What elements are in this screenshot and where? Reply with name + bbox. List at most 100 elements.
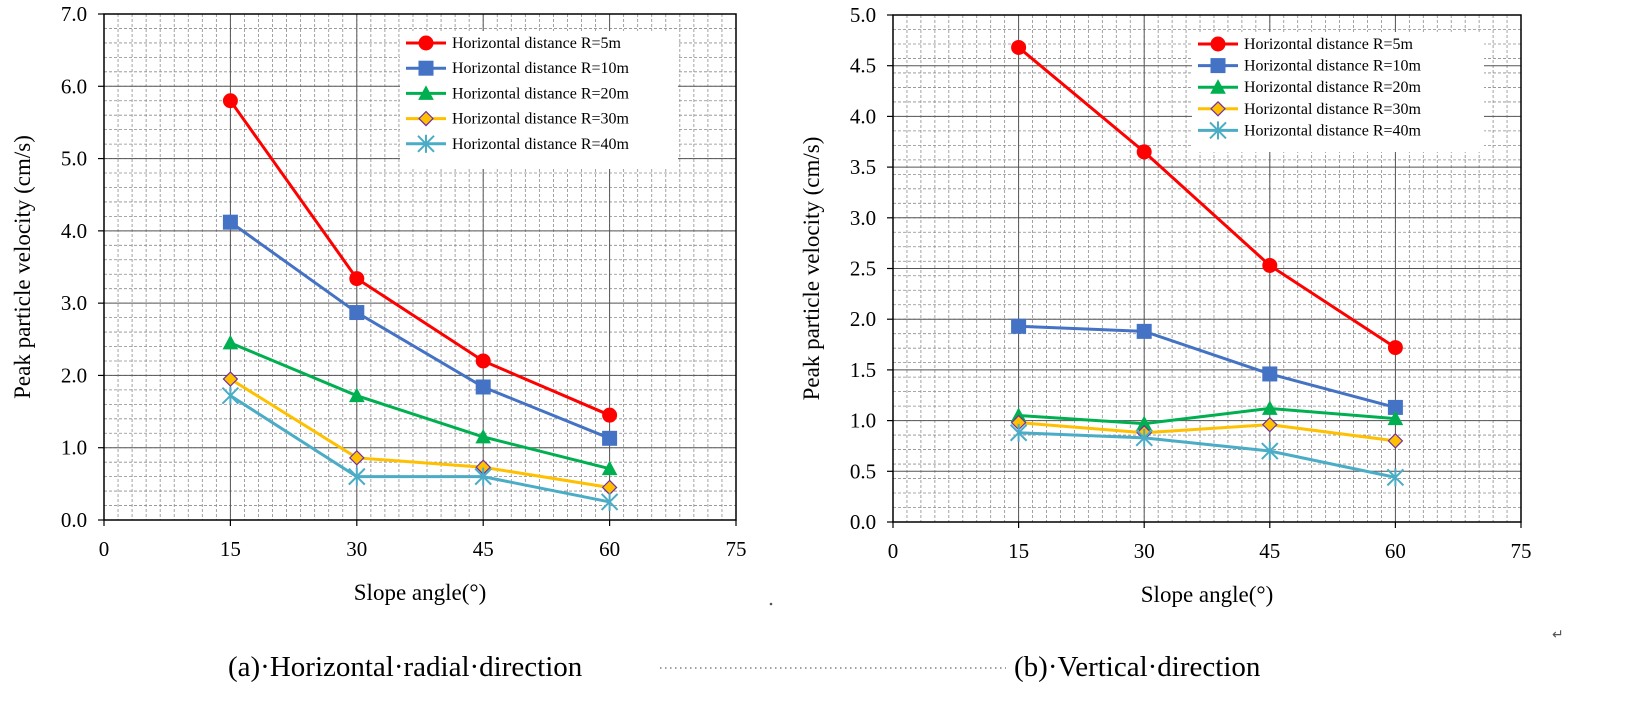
chart-a-legend-label: Horizontal distance R=5m xyxy=(452,35,622,52)
chart-a-series-5-point xyxy=(474,467,492,486)
chart-a-series-3-point xyxy=(222,334,239,350)
chart-a-series-1-point xyxy=(602,407,618,423)
chart-a-y-axis-label: Peak particle velocity (cm/s) xyxy=(10,135,35,399)
chart-a-x-axis-label: Slope angle(°) xyxy=(354,580,486,605)
chart-b-legend-label: Horizontal distance R=5m xyxy=(1244,36,1414,53)
chart-a-x-tick-label: 60 xyxy=(599,537,620,561)
chart-b-series-2-point xyxy=(1011,318,1027,334)
chart-a-series-5-point xyxy=(348,467,366,486)
chart-a-legend-marker xyxy=(418,35,434,51)
chart-b-series-3-point xyxy=(1261,400,1278,415)
chart-b-series-5-line xyxy=(1018,431,1396,479)
chart-a-x-tick-label: 15 xyxy=(220,537,241,561)
chart-b-series-1-point xyxy=(1136,144,1152,160)
chart-a-series-2-point xyxy=(349,305,365,321)
chart-b-y-tick-label: 0.5 xyxy=(850,459,876,483)
chart-b-series-3-line xyxy=(1018,406,1396,426)
chart-a-legend-label: Horizontal distance R=20m xyxy=(452,85,630,102)
chart-b-y-axis-label: Peak particle velocity (cm/s) xyxy=(799,137,824,401)
chart-b-series-1-line xyxy=(1017,46,1397,349)
chart-b-series-1 xyxy=(1011,39,1403,356)
chart-b-y-tick-label: 3.5 xyxy=(850,155,876,179)
chart-a-series-3-point xyxy=(601,460,618,476)
paragraph-mark: ↵ xyxy=(1552,626,1564,642)
chart-b-legend-label: Horizontal distance R=10m xyxy=(1244,58,1422,75)
chart-b-series-1-point xyxy=(1011,39,1027,55)
chart-a-y-tick-label: 2.0 xyxy=(61,363,87,387)
chart-b-series-4-line xyxy=(1018,421,1396,443)
caption-b: (b)·Vertical·direction xyxy=(1014,651,1261,683)
chart-a-series-4-line xyxy=(229,377,610,489)
chart-a-legend-label: Horizontal distance R=30m xyxy=(452,111,630,128)
chart-a-legend-box xyxy=(400,31,678,169)
chart-b-x-tick-label: 15 xyxy=(1008,539,1029,563)
chart-b-y-tick-label: 2.0 xyxy=(850,307,876,331)
chart-b-legend-marker xyxy=(1210,58,1226,74)
chart-b-series-4-point xyxy=(1387,433,1404,449)
chart-a-series-5-line xyxy=(229,394,610,504)
chart-a-legend-marker xyxy=(418,85,434,100)
chart-a-series-3-point xyxy=(348,387,365,403)
chart-b-legend: Horizontal distance R=5m Horizontal dista… xyxy=(1192,32,1484,152)
chart-a-series-2-line xyxy=(229,220,611,440)
chart-a-y-tick-label: 3.0 xyxy=(61,291,87,315)
chart-a-series-1-point xyxy=(222,93,238,109)
chart-a-y-tick-label: 1.0 xyxy=(61,436,87,460)
chart-a-series-2 xyxy=(222,214,618,446)
chart-a-legend-label: Horizontal distance R=40m xyxy=(452,136,630,153)
chart-b-series-5-point xyxy=(1009,423,1028,442)
chart-a-x-tick-label: 75 xyxy=(726,537,747,561)
chart-b-x-tick-label: 45 xyxy=(1259,539,1280,563)
chart-b-legend-label: Horizontal distance R=30m xyxy=(1244,101,1422,118)
chart-b-series-1-point xyxy=(1262,257,1278,273)
chart-a-series-5 xyxy=(221,386,619,511)
chart-a: 0 15 30 45 60 75 0.0 1.0 2.0 3.0 4.0 5.0 6.0 7.0 Slope… xyxy=(10,2,747,605)
chart-a-series-1-line xyxy=(229,99,611,417)
chart-b-series-5-point xyxy=(1261,442,1279,461)
chart-a-y-tick-label: 6.0 xyxy=(61,74,87,98)
chart-b-series-5-point xyxy=(1135,428,1153,447)
chart-a-series-1 xyxy=(222,93,618,423)
chart-b-series-4-point xyxy=(1261,416,1278,433)
chart-a-legend-marker xyxy=(418,110,434,127)
chart-a-legend-label: Horizontal distance R=10m xyxy=(452,60,630,77)
chart-b-x-tick-label: 60 xyxy=(1385,539,1406,563)
chart-b-series-2-line xyxy=(1018,324,1396,409)
chart-a-legend: Horizontal distance R=5m Horizontal dista… xyxy=(400,31,678,169)
chart-a-legend-marker xyxy=(417,134,435,153)
chart-a-y-tick-label: 7.0 xyxy=(61,2,87,26)
chart-b-y-tick-label: 4.5 xyxy=(850,54,876,78)
chart-b-x-tick-label: 0 xyxy=(888,539,899,563)
chart-a-series-5-point xyxy=(221,386,240,405)
chart-b: 0 15 30 45 60 75 0.0 0.5 1.0 1.5 2.0 2.5 3.0 3.5 4.0 4.… xyxy=(799,3,1532,607)
chart-a-x-tick-label: 30 xyxy=(346,537,367,561)
chart-b-y-tick-label: 1.0 xyxy=(850,409,876,433)
chart-a-series-3-line xyxy=(229,341,610,471)
chart-b-x-tick-label: 75 xyxy=(1511,539,1532,563)
stray-dot xyxy=(769,602,773,606)
chart-b-series-2 xyxy=(1011,318,1403,415)
chart-a-y-tick-label: 5.0 xyxy=(61,147,87,171)
chart-a-series-4-point xyxy=(348,449,365,466)
chart-b-y-tick-label: 3.0 xyxy=(850,206,876,230)
caption-a: (a)·Horizontal·radial·direction xyxy=(228,651,583,683)
chart-a-y-tick-label: 4.0 xyxy=(61,219,87,243)
chart-a-series-2-point xyxy=(475,379,491,395)
chart-b-series-2-point xyxy=(1136,323,1152,339)
chart-b-x-tick-label: 30 xyxy=(1134,539,1155,563)
chart-b-series-1-point xyxy=(1387,340,1403,356)
chart-a-x-tick-label: 0 xyxy=(99,537,110,561)
chart-b-legend-marker xyxy=(1210,79,1226,94)
chart-a-y-tick-label: 0.0 xyxy=(61,508,87,532)
chart-b-legend-box xyxy=(1192,32,1484,152)
chart-a-legend-marker xyxy=(418,60,434,76)
chart-b-legend-label: Horizontal distance R=40m xyxy=(1244,122,1422,139)
chart-b-x-axis-label: Slope angle(°) xyxy=(1141,582,1273,607)
chart-a-series-1-point xyxy=(349,271,365,287)
chart-b-y-tick-label: 4.0 xyxy=(850,104,876,128)
chart-b-y-tick-label: 2.5 xyxy=(850,257,876,281)
chart-a-series-2-point xyxy=(222,214,238,230)
chart-b-y-tick-label: 5.0 xyxy=(850,3,876,27)
chart-b-series-3-point xyxy=(1387,410,1404,426)
